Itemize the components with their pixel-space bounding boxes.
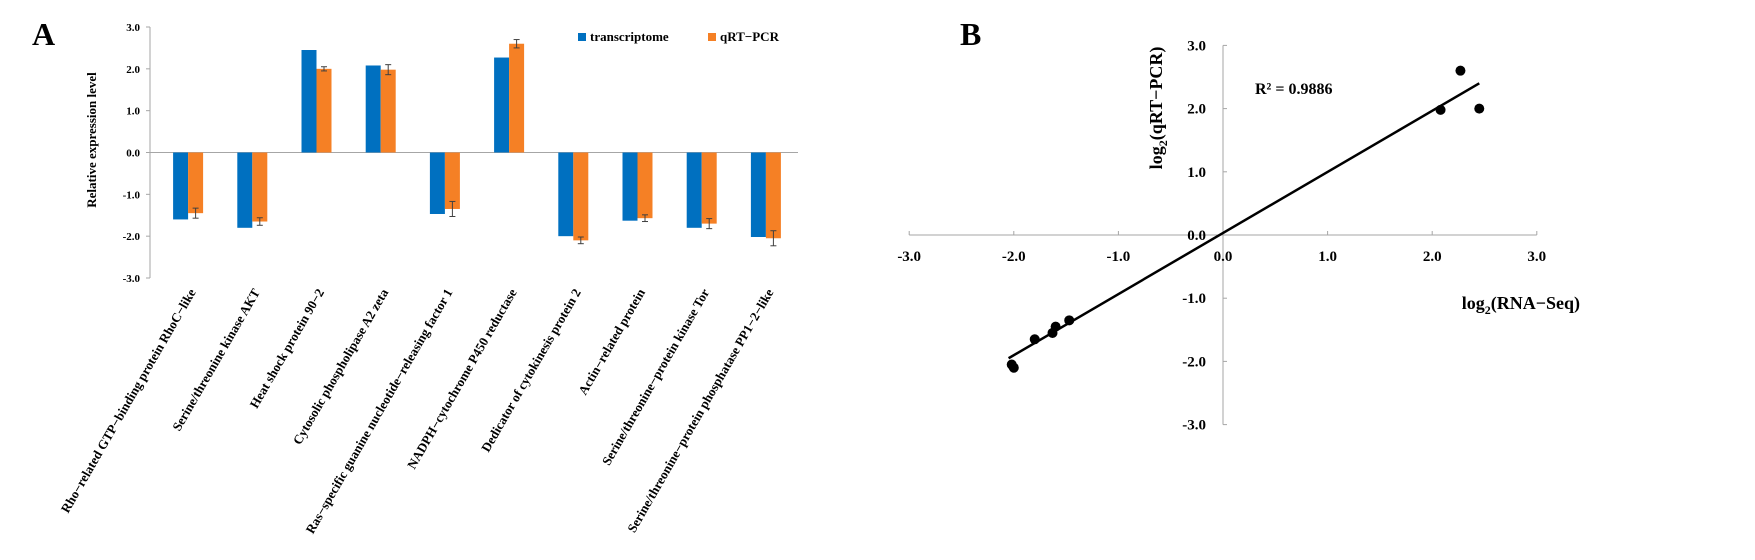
b-x-ticks: -3.0 -2.0 -1.0 0.0 1.0 2.0 3.0 [897,231,1546,265]
b-y-tick-label: -3.0 [1182,418,1206,434]
a-y-tick-label: 1.0 [126,106,140,118]
bar-transcriptome [622,152,638,221]
b-x-tick-label: 1.0 [1318,249,1337,265]
a-category-label: Ras−specific guanine nucleotide−releasin… [302,286,455,536]
a-y-axis-label: Relative expression level [84,72,99,208]
b-data-point [1474,103,1485,114]
b-points [1006,65,1485,373]
bar-transcriptome [429,152,445,214]
a-category-label: NADPH−cytochrome P450 reductase [404,286,520,472]
b-data-point [1050,321,1061,332]
a-category-label: Actin−related protein [575,285,648,397]
b-y-tick-label: 1.0 [1187,165,1206,181]
bar-qrtpcr [701,152,717,224]
scatter-chart: -3.0 -2.0 -1.0 0.0 1.0 2.0 3.0 3.0 2.0 1.0 0.0 -1.… [897,38,1580,433]
b-x-tick-label: 0.0 [1214,249,1233,265]
a-category-label: Serine/threonine−protein kinase Tor [599,286,713,468]
b-x-tick-label: -2.0 [1002,249,1026,265]
panel-label-a: A [32,16,55,52]
bar-qrtpcr [509,43,525,153]
bar-qrtpcr [444,152,460,209]
a-y-tick-label: -1.0 [123,189,141,201]
bar-qrtpcr [637,152,653,219]
bar-qrtpcr [380,69,396,153]
b-data-point [1455,65,1466,76]
b-x-tick-label: 3.0 [1527,249,1546,265]
a-category-labels: Rho−related GTP−binding protein RhoC−lik… [58,285,777,536]
b-data-point [1435,104,1446,115]
bar-transcriptome [365,65,381,153]
a-y-ticks: 3.0 2.0 1.0 0.0 -1.0 -2.0 -3.0 [123,22,150,285]
bar-transcriptome [237,152,253,228]
a-bars [173,39,781,247]
bar-transcriptome [301,50,317,153]
a-category-label: Serine/threonine−protein phosphatase PP1… [624,286,777,535]
r-squared-annotation: R² = 0.9886 [1255,81,1332,98]
b-y-tick-label: 3.0 [1187,38,1206,54]
legend-swatch-qrtpcr [708,33,716,41]
b-y-ticks: 3.0 2.0 1.0 0.0 -1.0 -2.0 -3.0 [1182,38,1227,434]
b-data-point [1029,334,1040,345]
b-y-axis-label: log2(qRT−PCR) [1146,47,1170,170]
bar-qrtpcr [188,152,204,214]
bar-qrtpcr [252,152,268,222]
bar-transcriptome [173,152,189,220]
bar-transcriptome [558,152,574,237]
a-category-label: Rho−related GTP−binding protein RhoC−lik… [58,286,199,516]
a-y-tick-label: -2.0 [123,231,141,243]
b-y-tick-label: -2.0 [1182,354,1206,370]
bar-qrtpcr [316,68,332,153]
b-x-tick-label: -3.0 [897,249,921,265]
legend-label-transcriptome: transcriptome [590,29,669,44]
a-y-tick-label: 3.0 [126,22,140,34]
b-x-tick-label: -1.0 [1107,249,1131,265]
bar-qrtpcr [573,152,589,241]
a-category-label: Heat shock protein 90−2 [246,286,327,411]
b-data-point [1008,362,1019,373]
bar-transcriptome [494,57,510,153]
b-y-tick-label: -1.0 [1182,291,1206,307]
b-trendline [1007,82,1480,360]
b-y-tick-label: 0.0 [1187,228,1206,244]
a-y-tick-label: 2.0 [126,64,140,76]
b-x-tick-label: 2.0 [1423,249,1442,265]
bar-chart: 3.0 2.0 1.0 0.0 -1.0 -2.0 -3.0 Relative expres… [58,22,798,536]
bar-qrtpcr [765,152,781,239]
b-trendline-group [1007,82,1480,360]
bar-transcriptome [686,152,702,228]
bar-transcriptome [750,152,766,238]
a-y-tick-label: -3.0 [123,273,141,285]
panel-label-b: B [960,16,981,52]
legend-swatch-transcriptome [578,33,586,41]
legend: transcriptome qRT−PCR [578,29,780,44]
legend-label-qrtpcr: qRT−PCR [720,29,780,44]
b-y-tick-label: 2.0 [1187,102,1206,118]
b-x-axis-label: log2(RNA−Seq) [1462,293,1580,317]
b-data-point [1064,315,1075,326]
a-y-tick-label: 0.0 [126,148,140,160]
